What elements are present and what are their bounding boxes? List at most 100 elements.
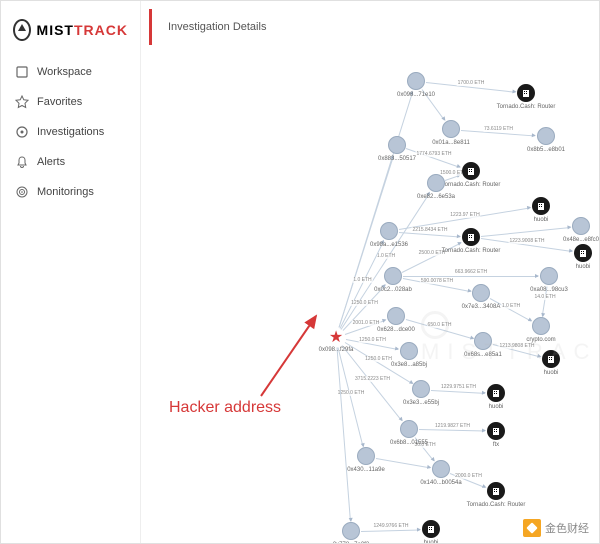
graph-node[interactable]: 0xa08...98cu3 (540, 267, 558, 285)
nav-list: Workspace Favorites Investigations Alerts Mo… (1, 57, 140, 207)
graph-node[interactable]: 0x98a...e1536 (380, 222, 398, 240)
graph-node[interactable]: 0x883...50517 (388, 136, 406, 154)
node-label: 0x7e3...3408A (462, 304, 501, 310)
graph-node[interactable]: 0x098...71e10 (407, 72, 425, 90)
graph-node[interactable]: 0x140...b0054a (432, 460, 450, 478)
graph-node[interactable]: Tornado.Cash: Router (517, 84, 535, 102)
logo: MISTTRACK (1, 11, 140, 57)
sidebar-item-alerts[interactable]: Alerts (1, 147, 140, 177)
address-icon (400, 342, 418, 360)
footer-text: 金色财经 (545, 520, 589, 536)
investigations-icon (15, 125, 29, 139)
logo-icon (13, 19, 31, 41)
node-label: 0xe82...6e53a (417, 194, 455, 200)
exchange-icon (574, 244, 592, 262)
target-icon (15, 185, 29, 199)
edge-label: 1223.9008 ETH (508, 238, 545, 244)
address-icon (388, 136, 406, 154)
node-label: huobi (424, 540, 439, 543)
sidebar-item-favorites[interactable]: Favorites (1, 87, 140, 117)
edge-label: 2000.0 ETH (454, 473, 483, 479)
graph-node[interactable]: 0x6b8...01555 (400, 420, 418, 438)
logo-text: MISTTRACK (37, 22, 128, 38)
exchange-icon (487, 384, 505, 402)
graph-node[interactable]: huobi (532, 197, 550, 215)
graph-node[interactable]: huobi (574, 244, 592, 262)
edge-label: 1223.97 ETH (449, 212, 480, 218)
node-label: 0xa08...98cu3 (530, 287, 568, 293)
exchange-icon (532, 197, 550, 215)
node-label: Tornado.Cash: Router (442, 182, 501, 188)
exchange-icon (487, 422, 505, 440)
graph-node[interactable]: huobi (487, 384, 505, 402)
node-label: 0x6b8...01555 (390, 440, 428, 446)
graph-node[interactable]: Tornado.Cash: Router (462, 162, 480, 180)
edge-label: 1219.9827 ETH (434, 423, 471, 429)
nav-label: Alerts (37, 156, 65, 168)
node-label: huobi (544, 370, 559, 376)
sidebar-item-monitorings[interactable]: Monitorings (1, 177, 140, 207)
hacker-node[interactable]: ★0x098...f29fa (329, 327, 343, 347)
graph-node[interactable]: 0x8b5...e8b01 (537, 127, 555, 145)
edge-label: 1.0 ETH (501, 303, 521, 309)
node-label: Tornado.Cash: Router (467, 502, 526, 508)
exchange-icon (542, 350, 560, 368)
graph-node[interactable]: 0x628...dce00 (387, 307, 405, 325)
address-icon (532, 317, 550, 335)
edge-label: 590.0078 ETH (420, 278, 454, 284)
node-label: huobi (534, 217, 549, 223)
node-label: 0x98a...e1536 (370, 242, 408, 248)
graph-node[interactable]: Tornado.Cash: Router (487, 482, 505, 500)
graph-edge (403, 276, 538, 277)
edge-label: 73.6119 ETH (483, 126, 514, 132)
graph-node[interactable]: 0x01a...8e811 (442, 120, 460, 138)
exchange-icon (462, 162, 480, 180)
graph-node[interactable]: 0x48e...e8fc0 (572, 217, 590, 235)
nav-label: Workspace (37, 66, 92, 78)
node-label: 0x628...dce00 (377, 327, 415, 333)
sidebar-item-investigations[interactable]: Investigations (1, 117, 140, 147)
graph-edge (338, 347, 364, 446)
graph-node[interactable]: 0x430...11a9e (357, 447, 375, 465)
address-icon (357, 447, 375, 465)
address-icon (400, 420, 418, 438)
graph-node[interactable]: 0x68s...e85a1 (474, 332, 492, 350)
address-icon (384, 267, 402, 285)
network-graph[interactable]: 1700.0 ETH73.6119 ETH1774.6793 ETH1.0 ET… (141, 31, 599, 541)
graph-node[interactable]: crypto.com (532, 317, 550, 335)
main-panel: Investigation Details 1700.0 ETH73.6119 … (141, 1, 599, 543)
graph-node[interactable]: ftx (487, 422, 505, 440)
graph-node[interactable]: 0x0c2...028ab (384, 267, 402, 285)
node-label: 0x430...11a9e (347, 467, 385, 473)
graph-node[interactable]: 0x7e3...3408A (472, 284, 490, 302)
address-icon (342, 522, 360, 540)
edge-label: 2001.0 ETH (352, 320, 381, 326)
graph-node[interactable]: Tornado.Cash: Router (462, 228, 480, 246)
edge-label: 1250.0 ETH (358, 337, 387, 343)
graph-node[interactable]: 0x3e3...e55bj (412, 380, 430, 398)
graph-node[interactable]: huobi (542, 350, 560, 368)
sidebar: MISTTRACK Workspace Favorites Investigatio… (1, 1, 141, 543)
edge-label: 663.9662 ETH (454, 269, 488, 275)
graph-node[interactable]: 0x3e8...a85bj (400, 342, 418, 360)
graph-edge (419, 429, 485, 432)
footer-icon (523, 519, 541, 537)
graph-node[interactable]: 0xe82...6e53a (427, 174, 445, 192)
node-label: 0x098...f29fa (319, 347, 354, 353)
sidebar-item-workspace[interactable]: Workspace (1, 57, 140, 87)
graph-edge (402, 242, 462, 273)
footer-logo: 金色财经 (523, 519, 589, 537)
edge-label: 1250.0 ETH (350, 300, 379, 306)
hacker-annotation: Hacker address (169, 399, 281, 417)
node-label: 0x883...50517 (378, 156, 416, 162)
address-icon (427, 174, 445, 192)
nav-label: Investigations (37, 126, 104, 138)
node-label: crypto.com (526, 337, 555, 343)
nav-label: Favorites (37, 96, 82, 108)
edge-label: 1229.9751 ETH (440, 384, 477, 390)
star-icon: ★ (329, 327, 343, 347)
graph-node[interactable]: 0x778...7a0f3 (342, 522, 360, 540)
exchange-icon (487, 482, 505, 500)
edge-label: 3715.2223 ETH (354, 376, 391, 382)
graph-node[interactable]: huobi (422, 520, 440, 538)
